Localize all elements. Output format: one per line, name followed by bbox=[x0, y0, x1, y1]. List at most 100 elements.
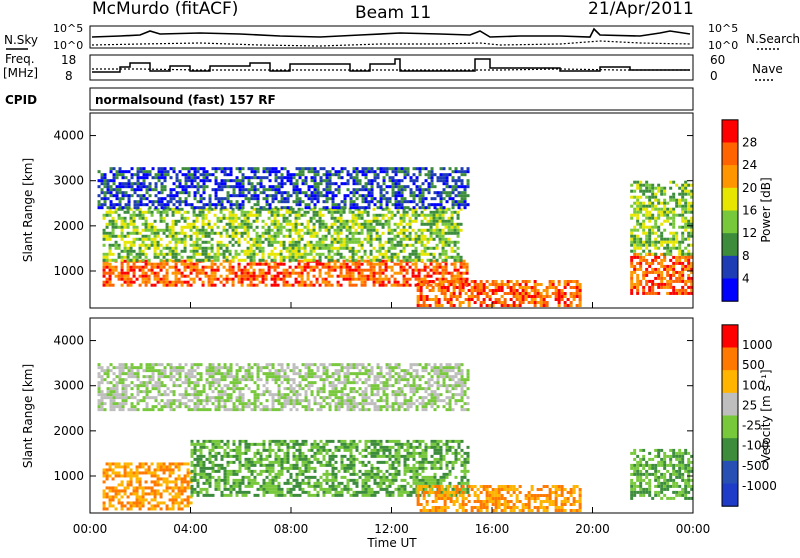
power-cell bbox=[546, 286, 549, 289]
power-cell bbox=[191, 179, 194, 182]
velocity-cell bbox=[142, 495, 145, 498]
power-cell bbox=[242, 188, 245, 191]
power-cell bbox=[274, 263, 277, 266]
power-cell bbox=[464, 197, 467, 200]
power-cell bbox=[458, 200, 461, 203]
power-cell bbox=[451, 247, 454, 250]
power-cell bbox=[365, 170, 368, 173]
power-cell bbox=[397, 244, 400, 247]
power-cell bbox=[220, 217, 223, 220]
power-cell bbox=[101, 197, 104, 200]
velocity-cell bbox=[127, 483, 130, 486]
power-cell bbox=[361, 244, 364, 247]
power-cell bbox=[418, 241, 421, 244]
velocity-cell bbox=[248, 446, 251, 449]
power-cell bbox=[296, 194, 299, 197]
velocity-cell bbox=[130, 483, 133, 486]
power-cell bbox=[633, 241, 636, 244]
power-cell bbox=[262, 256, 265, 259]
power-cell bbox=[394, 263, 397, 266]
power-cell bbox=[458, 176, 461, 179]
power-cell bbox=[274, 238, 277, 241]
power-cell bbox=[440, 173, 443, 176]
power-cell bbox=[124, 247, 127, 250]
power-cell bbox=[185, 182, 188, 185]
power-cell bbox=[115, 220, 118, 223]
power-cell bbox=[326, 176, 329, 179]
power-cell bbox=[181, 272, 184, 275]
power-cell bbox=[140, 188, 143, 191]
power-cell bbox=[202, 214, 205, 217]
power-cell bbox=[140, 200, 143, 203]
power-cell bbox=[471, 289, 474, 292]
power-cell bbox=[651, 259, 654, 262]
power-cell bbox=[172, 235, 175, 238]
power-cell bbox=[471, 280, 474, 283]
power-cell bbox=[230, 167, 233, 170]
power-cell bbox=[424, 266, 427, 269]
power-cell bbox=[206, 179, 209, 182]
power-cell bbox=[235, 214, 238, 217]
power-ylabel: Slant Range [km] bbox=[21, 158, 35, 262]
velocity-cell bbox=[287, 455, 290, 458]
power-cell bbox=[416, 194, 419, 197]
power-cell bbox=[244, 232, 247, 235]
power-cell bbox=[364, 220, 367, 223]
power-cell bbox=[648, 217, 651, 220]
power-cell bbox=[124, 244, 127, 247]
power-cell bbox=[199, 232, 202, 235]
power-cell bbox=[642, 277, 645, 280]
power-cell bbox=[319, 284, 322, 287]
power-cell bbox=[148, 275, 151, 278]
power-cell bbox=[660, 280, 663, 283]
velocity-cell bbox=[178, 468, 181, 471]
power-cell bbox=[380, 200, 383, 203]
power-cell bbox=[501, 304, 504, 307]
power-cell bbox=[209, 197, 212, 200]
power-cell bbox=[477, 289, 480, 292]
power-cell bbox=[657, 283, 660, 286]
velocity-cell bbox=[245, 443, 248, 446]
power-cell bbox=[125, 206, 128, 209]
power-cell bbox=[427, 238, 430, 241]
velocity-cell bbox=[353, 461, 356, 464]
velocity-cell bbox=[203, 494, 206, 497]
power-cell bbox=[188, 170, 191, 173]
power-cell bbox=[579, 301, 582, 304]
power-cell bbox=[335, 173, 338, 176]
velocity-cell bbox=[218, 452, 221, 455]
power-cell bbox=[385, 275, 388, 278]
velocity-cell bbox=[230, 488, 233, 491]
power-cell bbox=[103, 281, 106, 284]
power-cell bbox=[442, 223, 445, 226]
power-cell bbox=[430, 226, 433, 229]
power-cell bbox=[175, 247, 178, 250]
power-cell bbox=[157, 247, 160, 250]
power-cell bbox=[310, 253, 313, 256]
power-cell bbox=[507, 304, 510, 307]
velocity-cell bbox=[248, 443, 251, 446]
power-cell bbox=[636, 238, 639, 241]
power-cell bbox=[678, 214, 681, 217]
power-cell bbox=[275, 170, 278, 173]
velocity-cell bbox=[338, 494, 341, 497]
power-cell bbox=[442, 266, 445, 269]
power-cell bbox=[439, 229, 442, 232]
power-cell bbox=[358, 278, 361, 281]
power-cell bbox=[182, 173, 185, 176]
power-cell bbox=[289, 235, 292, 238]
power-cell bbox=[217, 266, 220, 269]
velocity-cell bbox=[332, 452, 335, 455]
power-cell bbox=[110, 200, 113, 203]
velocity-cell bbox=[239, 488, 242, 491]
power-cell bbox=[122, 191, 125, 194]
power-cell bbox=[413, 191, 416, 194]
power-cell bbox=[340, 223, 343, 226]
power-cell bbox=[370, 223, 373, 226]
power-cell bbox=[208, 275, 211, 278]
power-cell bbox=[684, 190, 687, 193]
power-cell bbox=[301, 235, 304, 238]
power-cell bbox=[463, 272, 466, 275]
power-cell bbox=[386, 173, 389, 176]
power-cell bbox=[103, 284, 106, 287]
